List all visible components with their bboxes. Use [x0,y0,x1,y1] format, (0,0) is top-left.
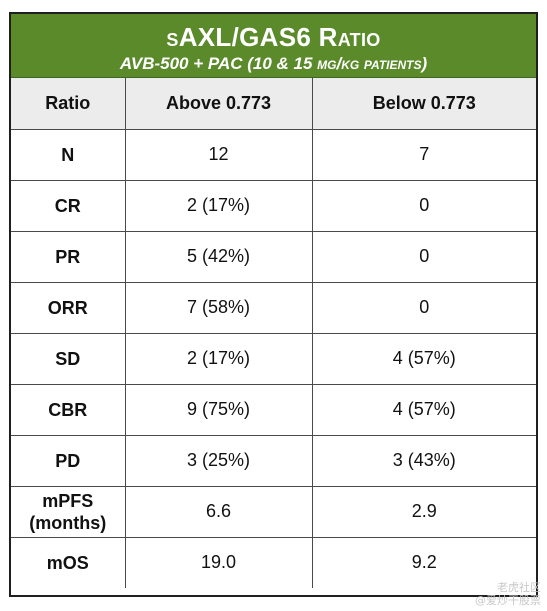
cell-above: 5 (42%) [124,230,313,283]
cell-above: 6.6 [124,485,313,538]
table-subtitle: AVB-500 + PAC (10 & 15 mg/kg patients) [119,54,428,73]
table-header-banner: sAXL/GAS6 Ratio AVB-500 + PAC (10 & 15 m… [11,14,536,78]
cell-below: 2.9 [311,485,536,538]
cell-below: 4 (57%) [311,383,536,436]
cell-above: 12 [124,128,313,181]
cell-below: 0 [311,179,536,232]
ratio-table-card: sAXL/GAS6 Ratio AVB-500 + PAC (10 & 15 m… [9,12,538,597]
cell-below: 9.2 [311,536,536,588]
watermark-line1: 老虎社区 [497,581,541,594]
ratio-table: Ratio Above 0.773 Below 0.773 N 12 7 CR … [11,78,536,588]
row-label: SD [11,332,126,385]
watermark: 老虎社区 @爱炒干股票 [475,581,541,607]
table-title: sAXL/GAS6 Ratio [166,22,381,52]
watermark-line2: @爱炒干股票 [475,594,541,607]
column-header-below: Below 0.773 [311,78,536,130]
table-row: ORR 7 (58%) 0 [11,281,536,334]
table-row: PD 3 (25%) 3 (43%) [11,434,536,487]
table-row: N 12 7 [11,128,536,181]
row-label: PR [11,230,126,283]
cell-below: 0 [311,281,536,334]
row-label: mPFS (months) [11,485,126,538]
cell-above: 19.0 [124,536,313,588]
cell-below: 7 [311,128,536,181]
cell-below: 4 (57%) [311,332,536,385]
table-row: SD 2 (17%) 4 (57%) [11,332,536,385]
table-row: CR 2 (17%) 0 [11,179,536,232]
cell-above: 7 (58%) [124,281,313,334]
table-header-row: Ratio Above 0.773 Below 0.773 [11,78,536,130]
table-row: PR 5 (42%) 0 [11,230,536,283]
row-label: CR [11,179,126,232]
row-label: CBR [11,383,126,436]
row-label: N [11,128,126,181]
table-row: mOS 19.0 9.2 [11,536,536,588]
column-header-above: Above 0.773 [124,78,313,130]
column-header-ratio: Ratio [11,78,126,130]
row-label: PD [11,434,126,487]
cell-below: 3 (43%) [311,434,536,487]
row-label: mOS [11,536,126,588]
cell-above: 2 (17%) [124,179,313,232]
cell-above: 2 (17%) [124,332,313,385]
table-row: mPFS (months) 6.6 2.9 [11,485,536,538]
cell-below: 0 [311,230,536,283]
cell-above: 9 (75%) [124,383,313,436]
table-row: CBR 9 (75%) 4 (57%) [11,383,536,436]
cell-above: 3 (25%) [124,434,313,487]
row-label: ORR [11,281,126,334]
